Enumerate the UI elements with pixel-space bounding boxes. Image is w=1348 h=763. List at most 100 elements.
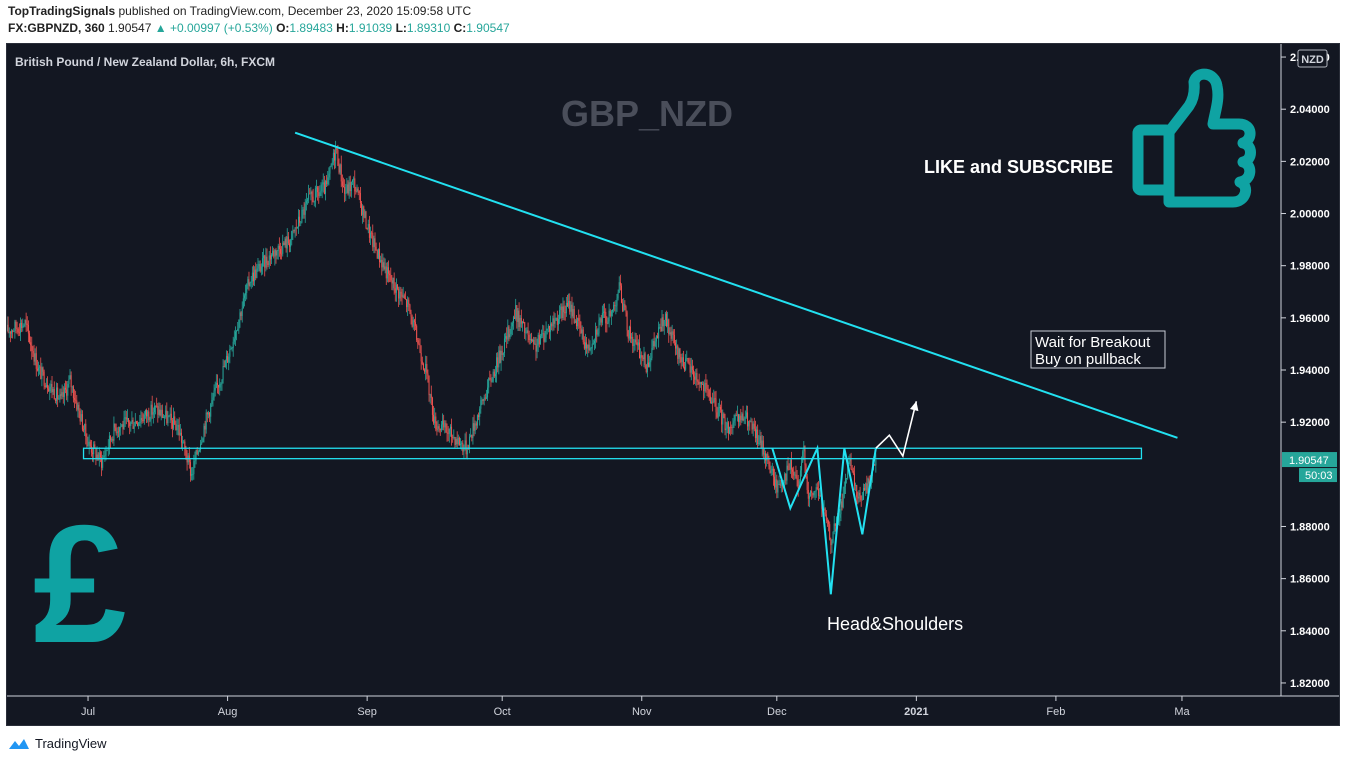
candle-up	[519, 317, 521, 328]
trend-line[interactable]	[294, 131, 1178, 439]
candle-up	[239, 312, 241, 320]
candle-up	[346, 184, 348, 193]
candle-down	[561, 306, 563, 318]
time-axis[interactable]: Jul Aug Sep Oct Nov Dec 2021 Feb Ma	[81, 696, 1190, 718]
candle-up	[98, 452, 100, 460]
candle-down	[533, 339, 535, 345]
candle-up	[633, 343, 635, 347]
symbol-label: FX:GBPNZD, 360	[8, 21, 105, 35]
candle-up	[849, 458, 851, 462]
candle-down	[817, 488, 819, 496]
candle-down	[731, 427, 733, 429]
price-chart[interactable]: GBP_NZD British Pound / New Zealand Doll…	[6, 44, 1339, 725]
candle-down	[27, 324, 29, 334]
candle-down	[410, 312, 412, 317]
candle-up	[297, 216, 299, 227]
candle-up	[162, 417, 164, 418]
candlestick-series	[6, 140, 877, 555]
candle-up	[463, 447, 465, 452]
candle-down	[465, 440, 467, 455]
y-tick-label: 1.98000	[1290, 261, 1330, 273]
x-tick-label: Dec	[767, 706, 787, 718]
candle-up	[481, 399, 483, 401]
candle-up	[144, 410, 146, 415]
head-shoulders-pattern[interactable]	[771, 444, 877, 595]
candle-up	[655, 335, 657, 342]
candle-down	[62, 392, 64, 397]
candle-up	[628, 326, 630, 339]
candle-down	[528, 334, 530, 341]
candle-down	[484, 397, 486, 399]
chart-frame[interactable]: GBP_NZD British Pound / New Zealand Doll…	[6, 43, 1340, 726]
candle-down	[218, 384, 220, 388]
publisher-name[interactable]: TopTradingSignals	[8, 4, 116, 18]
candle-up	[23, 325, 25, 327]
candle-down	[83, 429, 85, 431]
countdown-label: 50:03	[1305, 470, 1333, 482]
candle-down	[829, 524, 831, 540]
y-tick-label: 1.82000	[1290, 678, 1330, 690]
candle-up	[840, 501, 842, 515]
candle-down	[687, 358, 689, 363]
candle-down	[841, 501, 843, 508]
candle-up	[663, 320, 665, 327]
candle-up	[160, 409, 162, 416]
candle-up	[272, 250, 274, 255]
candle-down	[422, 363, 424, 370]
candle-up	[654, 341, 656, 347]
candle-up	[104, 455, 106, 457]
candle-up	[350, 182, 352, 192]
candle-down	[497, 357, 499, 368]
x-tick-label: Feb	[1046, 706, 1065, 718]
candle-up	[407, 299, 409, 308]
candle-down	[357, 188, 359, 192]
candle-down	[393, 277, 395, 289]
price-axis[interactable]: 2.060002.040002.020002.000001.980001.960…	[1281, 52, 1330, 690]
candle-down	[355, 191, 357, 193]
candle-down	[660, 326, 662, 332]
candle-down	[166, 410, 168, 424]
candle-down	[753, 423, 755, 429]
candle-up	[124, 417, 126, 419]
candle-up	[610, 311, 612, 317]
candle-up	[545, 330, 547, 338]
candle-down	[95, 448, 97, 459]
candle-up	[210, 404, 212, 417]
candle-up	[440, 424, 442, 431]
candle-down	[609, 310, 611, 317]
candle-down	[662, 317, 664, 327]
candle-up	[743, 418, 745, 421]
candle-down	[682, 357, 684, 368]
candle-down	[834, 523, 836, 526]
breakout-projection[interactable]	[875, 401, 918, 459]
candle-up	[263, 255, 265, 259]
candle-up	[729, 426, 731, 434]
candle-up	[444, 423, 446, 428]
candle-up	[617, 292, 619, 299]
candle-down	[489, 378, 491, 380]
candle-down	[157, 406, 159, 415]
candle-down	[273, 250, 275, 257]
candle-up	[511, 322, 513, 327]
candle-up	[362, 206, 364, 215]
candle-up	[771, 468, 773, 471]
candle-up	[480, 400, 482, 409]
candle-up	[631, 336, 633, 339]
candle-down	[435, 416, 437, 430]
candle-down	[807, 489, 809, 499]
candle-down	[318, 192, 320, 197]
candle-up	[649, 362, 651, 367]
candle-up	[676, 345, 678, 349]
candle-up	[592, 343, 594, 345]
candle-down	[535, 343, 537, 352]
candle-up	[193, 461, 195, 474]
tradingview-footer[interactable]: TradingView	[8, 736, 107, 751]
support-zone[interactable]	[82, 447, 1143, 460]
candle-up	[503, 338, 505, 354]
wait-for-breakout-note[interactable]: Wait for Breakout Buy on pullback	[1030, 330, 1166, 369]
candle-down	[397, 284, 399, 289]
candle-down	[156, 405, 158, 407]
candle-down	[874, 464, 876, 466]
candle-down	[520, 317, 522, 324]
candle-down	[431, 397, 433, 415]
